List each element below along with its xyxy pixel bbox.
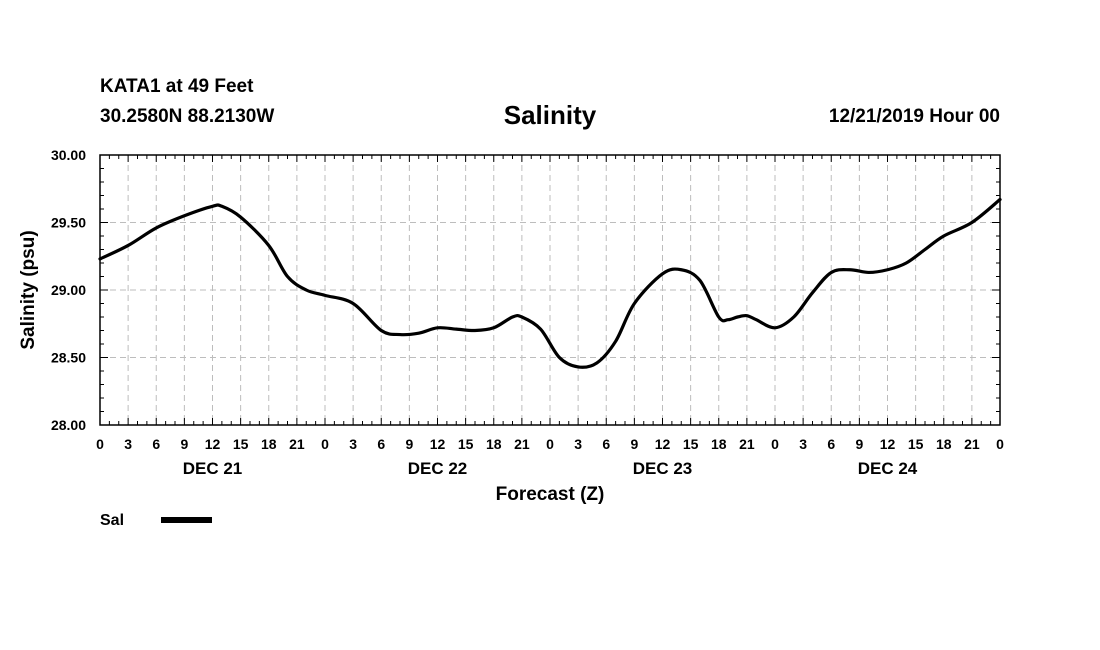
series-line-sal (98, 197, 1002, 369)
x-tick-label: 12 (880, 436, 896, 452)
x-tick-label: 0 (321, 436, 329, 452)
x-tick-label: 0 (771, 436, 779, 452)
plot-frame (99, 154, 1001, 426)
x-tick-label: 18 (261, 436, 277, 452)
x-tick-label: 6 (827, 436, 835, 452)
series-layer (98, 197, 1002, 369)
x-tick-label: 21 (964, 436, 980, 452)
station-name: KATA1 at 49 Feet (100, 76, 254, 97)
forecast-run-time: 12/21/2019 Hour 00 (828, 106, 1000, 127)
x-tick-label: 3 (124, 436, 132, 452)
x-tick-label: 12 (655, 436, 671, 452)
x-tick-label: 3 (799, 436, 807, 452)
x-tick-label: 6 (152, 436, 160, 452)
x-tick-label: 3 (349, 436, 357, 452)
x-tick-label: 18 (486, 436, 502, 452)
x-tick-label: 21 (739, 436, 755, 452)
x-tick-label: 18 (936, 436, 952, 452)
x-tick-label: 0 (96, 436, 104, 452)
x-tick-label: 15 (908, 436, 924, 452)
x-tick-label: 12 (430, 436, 446, 452)
x-tick-label: 9 (405, 436, 413, 452)
station-coordinates: 30.2580N 88.2130W (100, 106, 275, 127)
x-tick-label: 18 (711, 436, 727, 452)
legend-label: Sal (100, 512, 124, 529)
x-tick-label: 9 (180, 436, 188, 452)
chart-title: Salinity (503, 100, 597, 130)
x-tick-label: 12 (205, 436, 221, 452)
grid-layer (100, 155, 1000, 425)
x-tick-label: 3 (574, 436, 582, 452)
x-tick-label: 9 (855, 436, 863, 452)
day-label: DEC 21 (183, 459, 243, 478)
x-tick-label: 9 (630, 436, 638, 452)
day-label: DEC 24 (858, 459, 918, 478)
x-tick-label: 6 (602, 436, 610, 452)
x-tick-label: 21 (289, 436, 305, 452)
x-tick-label: 6 (377, 436, 385, 452)
x-tick-label: 0 (996, 436, 1004, 452)
x-tick-label: 15 (233, 436, 249, 452)
x-tick-label: 15 (683, 436, 699, 452)
y-tick-label: 29.50 (51, 215, 86, 231)
y-tick-label: 29.00 (51, 282, 86, 298)
label-layer: 0 3 6 9 12 15 18 21 0 3 6 9 12 15 18 21 0 3 6 9 12 15 18 21 0 3 6 9… (51, 147, 1004, 478)
x-tick-label: 21 (514, 436, 530, 452)
x-axis-title: Forecast (Z) (496, 484, 605, 505)
y-axis-title: Salinity (psu) (18, 230, 39, 349)
x-tick-label: 15 (458, 436, 474, 452)
y-tick-label: 28.50 (51, 350, 86, 366)
y-tick-label: 28.00 (51, 417, 86, 433)
day-label: DEC 22 (408, 459, 468, 478)
day-label: DEC 23 (633, 459, 693, 478)
x-tick-label: 0 (546, 436, 554, 452)
y-tick-label: 30.00 (51, 147, 86, 163)
